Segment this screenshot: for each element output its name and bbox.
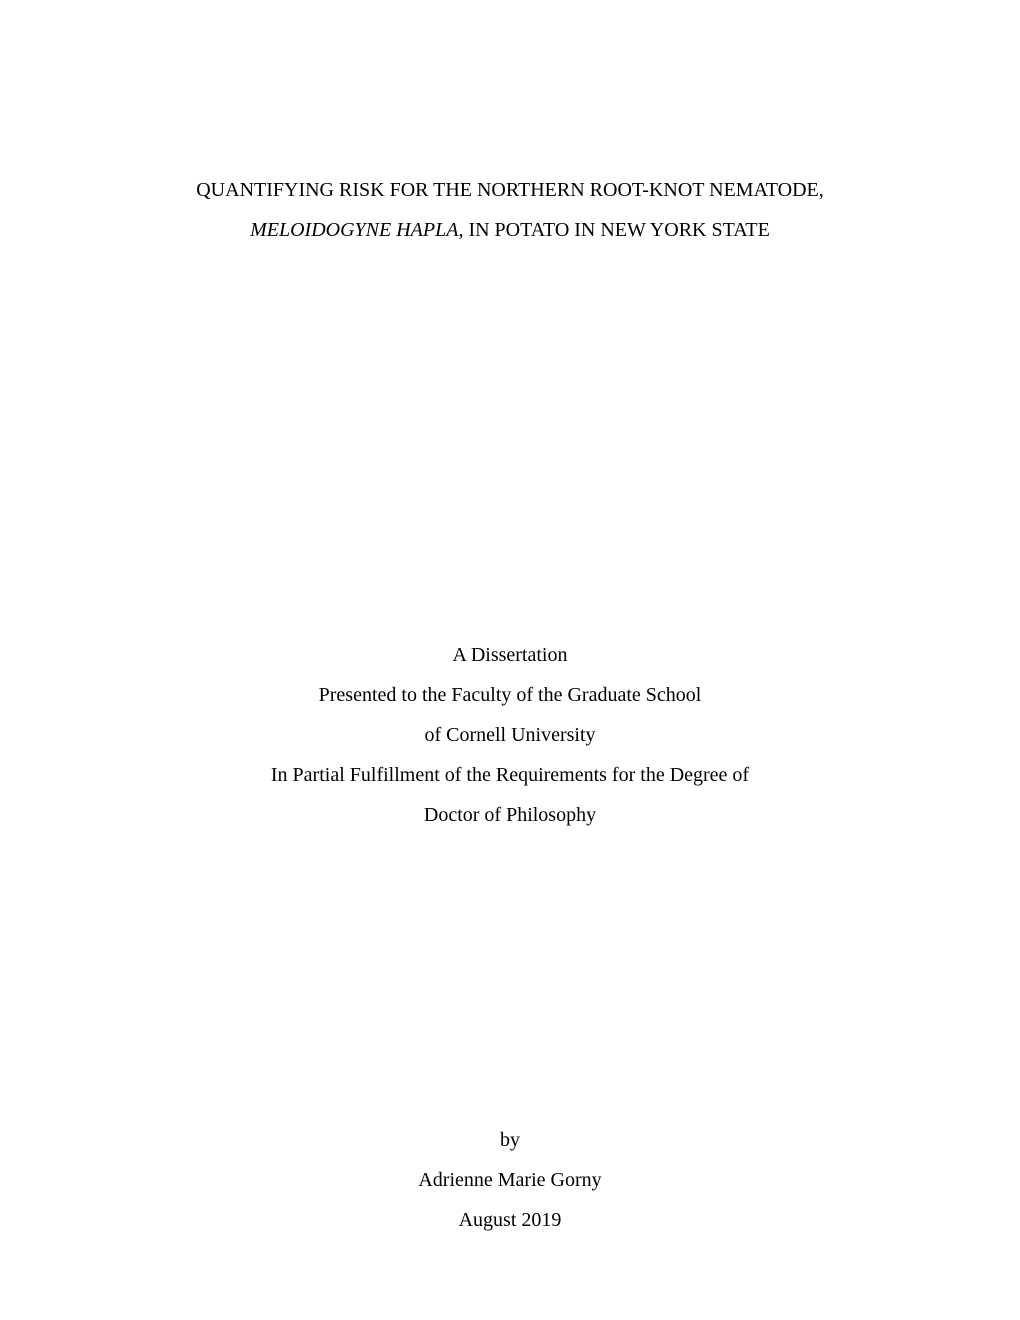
dissertation-description: A Dissertation Presented to the Faculty … [271, 635, 749, 835]
dissertation-line-5: Doctor of Philosophy [271, 795, 749, 835]
title-species-name: MELOIDOGYNE HAPLA [250, 219, 458, 241]
dissertation-line-2: Presented to the Faculty of the Graduate… [271, 675, 749, 715]
dissertation-title: QUANTIFYING RISK FOR THE NORTHERN ROOT-K… [196, 170, 824, 250]
title-page: QUANTIFYING RISK FOR THE NORTHERN ROOT-K… [0, 0, 1020, 1320]
dissertation-line-1: A Dissertation [271, 635, 749, 675]
dissertation-line-3: of Cornell University [271, 715, 749, 755]
dissertation-line-4: In Partial Fulfillment of the Requiremen… [271, 755, 749, 795]
title-line-2-suffix: , IN POTATO IN NEW YORK STATE [458, 219, 769, 241]
dissertation-date: August 2019 [418, 1200, 601, 1240]
author-block: by Adrienne Marie Gorny August 2019 [418, 1120, 601, 1240]
title-line-1: QUANTIFYING RISK FOR THE NORTHERN ROOT-K… [196, 170, 824, 210]
author-name: Adrienne Marie Gorny [418, 1160, 601, 1200]
title-line-2: MELOIDOGYNE HAPLA, IN POTATO IN NEW YORK… [196, 210, 824, 250]
by-label: by [418, 1120, 601, 1160]
